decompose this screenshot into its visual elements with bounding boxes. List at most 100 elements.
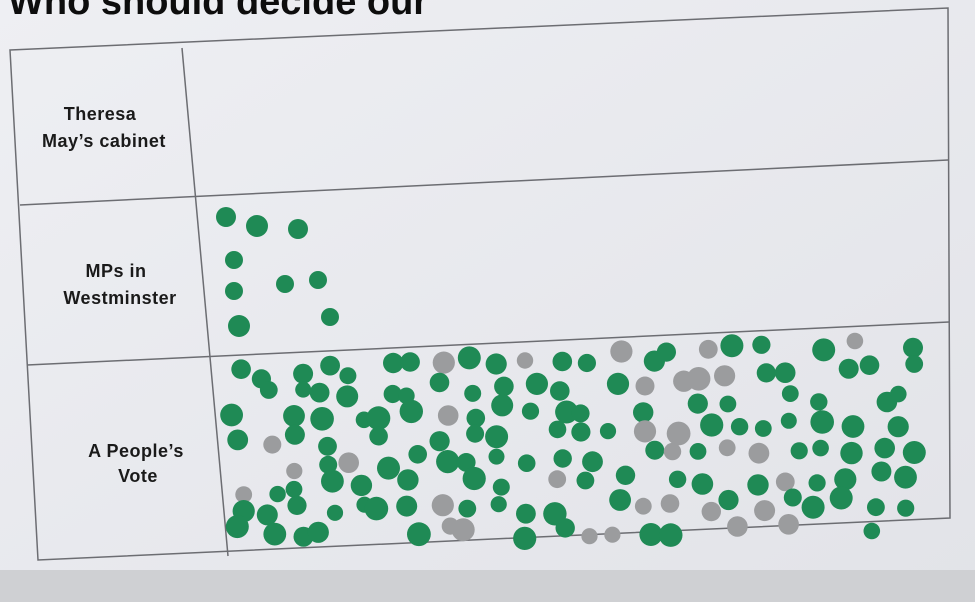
row-label: Theresa bbox=[64, 104, 137, 124]
sticker-dot bbox=[776, 473, 795, 492]
sticker-dot bbox=[400, 352, 420, 372]
sticker-dot bbox=[812, 338, 835, 361]
sticker-dot bbox=[491, 394, 513, 416]
sticker-dot bbox=[749, 443, 770, 464]
sticker-dot bbox=[308, 522, 329, 543]
sticker-dot bbox=[383, 353, 403, 373]
sticker-dot bbox=[604, 527, 620, 543]
sticker-dot bbox=[263, 436, 281, 454]
sticker-dot bbox=[327, 505, 343, 521]
sticker-dot bbox=[635, 498, 652, 515]
sticker-dot bbox=[452, 518, 475, 541]
sticker-dot bbox=[834, 468, 856, 490]
sticker-dot bbox=[216, 207, 236, 227]
sticker-dot bbox=[554, 449, 572, 467]
sticker-dot bbox=[616, 466, 635, 485]
sticker-dot bbox=[731, 418, 748, 435]
photo: Who should decide our Theresa May’s cabi… bbox=[0, 0, 975, 602]
sticker-dot bbox=[661, 494, 680, 513]
sticker-dot bbox=[702, 502, 721, 521]
sticker-dot bbox=[645, 441, 664, 460]
sticker-dot bbox=[699, 340, 718, 359]
sticker-dot bbox=[464, 385, 481, 402]
sticker-dot bbox=[377, 457, 400, 480]
sticker-dot bbox=[526, 373, 548, 395]
sticker-dot bbox=[610, 340, 632, 362]
row-label: A People’s bbox=[88, 441, 184, 461]
sticker-dot bbox=[231, 359, 251, 379]
sticker-dot bbox=[407, 522, 431, 546]
sticker-dot bbox=[263, 523, 286, 546]
sticker-dot bbox=[754, 500, 775, 521]
sticker-dot bbox=[719, 439, 736, 456]
sticker-dot bbox=[888, 416, 909, 437]
sticker-dot bbox=[894, 466, 917, 489]
sticker-dot bbox=[664, 443, 681, 460]
sticker-dot bbox=[438, 405, 459, 426]
sticker-dot bbox=[633, 402, 653, 422]
sticker-dot bbox=[225, 251, 243, 269]
sticker-dot bbox=[781, 413, 797, 429]
sticker-dot bbox=[847, 333, 864, 350]
sticker-dot bbox=[397, 469, 418, 490]
sticker-dot bbox=[433, 352, 455, 374]
sticker-dot bbox=[752, 336, 770, 354]
sticker-dot bbox=[338, 452, 359, 473]
sticker-dot bbox=[286, 463, 302, 479]
row-label: May’s cabinet bbox=[42, 131, 166, 151]
sticker-dot bbox=[548, 470, 566, 488]
sticker-dot bbox=[842, 415, 865, 438]
sticker-dot bbox=[867, 498, 885, 516]
sticker-dot bbox=[700, 413, 723, 436]
sticker-dot bbox=[690, 443, 707, 460]
sticker-dot bbox=[572, 404, 590, 422]
sticker-dot bbox=[687, 367, 711, 391]
sticker-dot bbox=[517, 352, 533, 368]
wall-edge bbox=[0, 570, 975, 602]
sticker-dot bbox=[577, 472, 595, 490]
sticker-dot bbox=[784, 489, 802, 507]
sticker-dot bbox=[369, 427, 388, 446]
sticker-dot bbox=[286, 481, 303, 498]
sticker-dot bbox=[269, 486, 285, 502]
sticker-dot bbox=[225, 282, 243, 300]
sticker-dot bbox=[890, 386, 907, 403]
sticker-dot bbox=[320, 356, 340, 376]
sticker-dot bbox=[486, 353, 507, 374]
sticker-dot bbox=[467, 409, 486, 428]
sticker-dot bbox=[494, 377, 514, 397]
sticker-dot bbox=[430, 431, 450, 451]
sticker-dot bbox=[659, 523, 683, 547]
sticker-dot bbox=[571, 422, 590, 441]
sticker-dot bbox=[489, 449, 505, 465]
row-label: MPs in bbox=[85, 261, 146, 281]
sticker-dot bbox=[400, 400, 423, 423]
sticker-dot bbox=[493, 479, 510, 496]
sticker-dot bbox=[321, 308, 339, 326]
sticker-dot bbox=[810, 410, 834, 434]
sticker-dot bbox=[550, 381, 570, 401]
sticker-dot bbox=[897, 500, 914, 517]
sticker-dot bbox=[860, 355, 880, 375]
sticker-dot bbox=[287, 496, 306, 515]
sticker-dot bbox=[692, 473, 714, 495]
sticker-dot bbox=[310, 383, 330, 403]
title: Who should decide our bbox=[8, 0, 428, 23]
sticker-dot bbox=[309, 271, 327, 289]
sticker-dot bbox=[226, 515, 249, 538]
sticker-dot bbox=[667, 422, 691, 446]
sticker-dot bbox=[339, 367, 356, 384]
sticker-dot bbox=[522, 403, 539, 420]
sticker-dot bbox=[903, 441, 926, 464]
sticker-dot bbox=[727, 516, 748, 537]
sticker-dot bbox=[365, 497, 389, 521]
sticker-dot bbox=[408, 445, 427, 464]
sticker-dot bbox=[636, 377, 655, 396]
sticker-dot bbox=[634, 420, 656, 442]
sticker-dot bbox=[688, 394, 708, 414]
sticker-dot bbox=[553, 352, 573, 372]
sticker-dot bbox=[755, 420, 772, 437]
sticker-dot bbox=[714, 365, 735, 386]
sticker-dot bbox=[257, 504, 278, 525]
sticker-dot bbox=[430, 373, 450, 393]
